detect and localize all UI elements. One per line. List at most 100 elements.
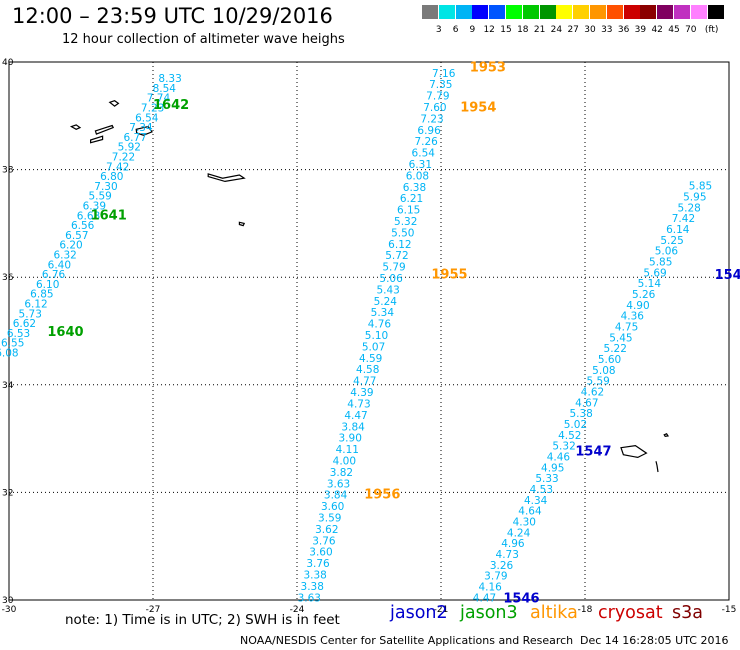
swh-value-altika: 3.60 — [309, 547, 332, 559]
swh-value-altika: 4.76 — [368, 319, 392, 331]
land-porto-santo — [663, 433, 670, 438]
swh-value-altika: 7.23 — [420, 113, 443, 125]
legend-swatch — [623, 5, 640, 19]
swh-value-jason2: 5.45 — [609, 332, 632, 344]
swh-value-jason3: 7.74 — [147, 93, 171, 105]
legend-swatch — [606, 5, 623, 19]
legend-tick-label: 36 — [617, 25, 630, 35]
lat-tick-label: 36 — [2, 273, 14, 283]
swh-value-jason3: 6.10 — [36, 279, 59, 291]
lon-tick-label: -27 — [146, 605, 161, 615]
swh-value-altika: 6.54 — [412, 148, 436, 160]
swh-value-jason2: 5.33 — [535, 473, 558, 485]
lat-tick-label: 30 — [2, 596, 14, 606]
swh-value-jason2: 5.59 — [586, 376, 609, 388]
swh-value-jason2: 4.95 — [541, 462, 564, 474]
lat-tick-label: 38 — [2, 166, 14, 176]
swh-value-jason2: 4.52 — [558, 430, 581, 442]
swh-value-jason3: 6.20 — [59, 240, 82, 252]
legend-swatch — [556, 5, 573, 19]
pass-time-label: 1954 — [460, 101, 496, 116]
swh-value-altika: 6.21 — [400, 193, 423, 205]
land-azores-pico — [89, 135, 104, 144]
swh-value-jason2: 4.24 — [507, 527, 531, 539]
legend-swatch — [539, 5, 556, 19]
swh-value-altika: 7.35 — [429, 79, 452, 91]
swh-value-jason3: 5.73 — [19, 308, 42, 320]
swh-value-jason2: 6.14 — [666, 224, 690, 236]
legend-tick-label: 9 — [469, 25, 476, 35]
swh-value-altika: 3.63 — [327, 478, 350, 490]
legend-altika: altika — [530, 603, 578, 623]
swh-value-altika: 3.76 — [306, 558, 330, 570]
swh-value-altika: 3.84 — [341, 421, 365, 433]
pass-time-label: 1641 — [91, 208, 127, 223]
swh-value-jason2: 5.85 — [649, 257, 672, 269]
land-azores-flores — [108, 100, 120, 107]
land-desertas — [655, 461, 659, 473]
swh-value-jason2: 4.46 — [547, 452, 571, 464]
swh-value-altika: 6.38 — [403, 182, 426, 194]
legend-swatch — [674, 5, 690, 19]
swh-value-jason3: 6.39 — [83, 201, 106, 213]
swh-value-altika: 6.96 — [417, 125, 441, 137]
legend-tick-label: 45 — [668, 25, 680, 35]
swh-value-jason3: 6.40 — [48, 259, 71, 271]
swh-value-jason3: 6.53 — [7, 328, 30, 340]
lat-tick-label: 40 — [2, 58, 14, 68]
swh-value-jason3: 6.32 — [53, 250, 76, 262]
swh-value-jason2: 7.42 — [672, 213, 695, 225]
swh-value-jason2: 3.79 — [484, 571, 507, 583]
swh-value-jason2: 4.90 — [626, 300, 649, 312]
swh-value-altika: 3.76 — [312, 535, 336, 547]
swh-value-jason3: 6.68 — [77, 210, 100, 222]
lat-tick-label: 34 — [2, 381, 14, 391]
swh-value-altika: 7.16 — [432, 68, 456, 80]
swh-value-altika: 5.50 — [391, 227, 414, 239]
legend-tick-label: 33 — [601, 25, 613, 35]
legend-swatch — [438, 5, 455, 19]
legend-swatch — [590, 5, 606, 19]
lon-tick-label: -15 — [722, 605, 737, 615]
swh-value-jason3: 6.56 — [71, 220, 95, 232]
swh-value-altika: 3.38 — [303, 570, 326, 582]
swh-value-altika: 3.82 — [330, 467, 353, 479]
legend-swatch — [522, 5, 539, 19]
swh-value-jason3: 7.30 — [94, 181, 117, 193]
swh-value-altika: 3.38 — [301, 581, 324, 593]
lon-tick-label: -18 — [578, 605, 593, 615]
pass-time-label: 1642 — [153, 98, 189, 113]
swh-value-jason2: 4.64 — [518, 506, 542, 518]
swh-value-jason3: 5.92 — [118, 142, 141, 154]
pass-time-label: 1955 — [431, 267, 467, 282]
swh-value-jason2: 5.02 — [564, 419, 587, 431]
land-azores-santa-maria — [238, 221, 246, 227]
legend-tick-label: 42 — [651, 25, 663, 35]
swh-value-altika: 6.12 — [388, 239, 411, 251]
swh-value-jason2: 4.75 — [615, 322, 638, 334]
credit-line: NOAA/NESDIS Center for Satellite Applica… — [240, 634, 574, 647]
swh-value-jason2: 4.53 — [530, 484, 553, 496]
legend-tick-label: 21 — [533, 25, 546, 35]
legend-tick-label: 30 — [584, 25, 596, 35]
swh-value-jason3: 7.42 — [106, 161, 129, 173]
footnote: note: 1) Time is in UTC; 2) SWH is in fe… — [65, 612, 340, 628]
pass-time-label: 1953 — [470, 60, 506, 75]
legend-tick-label: 12 — [483, 25, 495, 35]
swh-value-altika: 7.26 — [414, 136, 438, 148]
swh-value-jason3: 5.59 — [88, 191, 111, 203]
swh-value-jason3: 8.54 — [153, 83, 177, 95]
swh-value-jason2: 5.14 — [638, 278, 662, 290]
swh-value-jason3: 6.85 — [30, 289, 53, 301]
swh-value-altika: 4.39 — [350, 387, 373, 399]
swh-value-altika: 6.15 — [397, 205, 420, 217]
swh-value-jason3: 6.80 — [100, 171, 123, 183]
swh-value-jason2: 5.38 — [569, 408, 592, 420]
swh-value-jason2: 4.36 — [621, 311, 645, 323]
swh-value-jason2: 4.16 — [478, 581, 502, 593]
swh-value-jason2: 4.62 — [581, 387, 604, 399]
swh-value-altika: 3.63 — [298, 592, 321, 604]
swh-value-jason2: 5.69 — [643, 267, 666, 279]
swh-value-altika: 3.59 — [318, 512, 341, 524]
legend-jason3: jason3 — [460, 603, 518, 623]
